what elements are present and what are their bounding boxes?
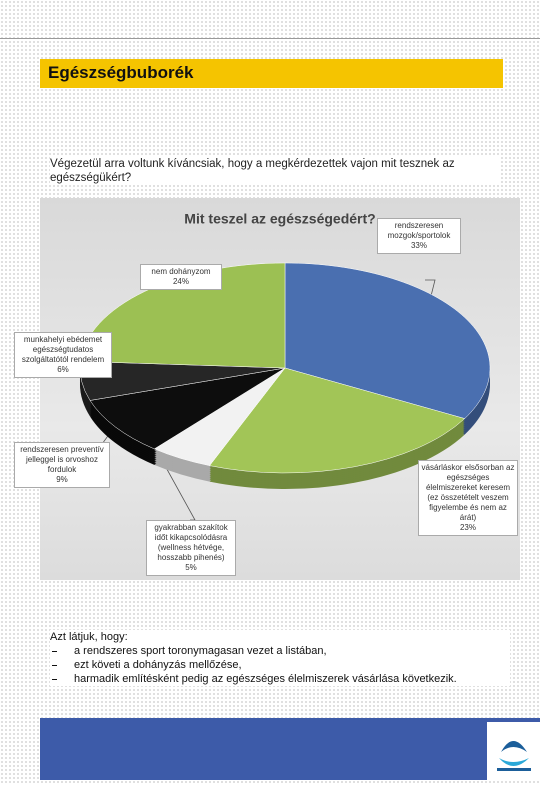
callout: vásárláskor elsősorban az egészséges éle… (418, 460, 518, 536)
logo-shape (501, 741, 527, 752)
page-title: Egészségbuborék (48, 63, 194, 82)
title-bar: Egészségbuborék (40, 59, 503, 88)
list: a rendszeres sport toronymagasan vezet a… (50, 644, 510, 686)
callout-label: rendszeresen preventív jelleggel is orvo… (20, 445, 104, 474)
logo (487, 722, 540, 780)
callout-value: 6% (57, 365, 69, 374)
logo-shape (499, 758, 529, 766)
lead: Azt látjuk, hogy: (50, 631, 128, 643)
logo-bar (497, 768, 531, 771)
top-rule (0, 38, 540, 39)
callout-label: nem dohányzom (151, 267, 211, 276)
callout: nem dohányzom 24% (140, 264, 222, 290)
pie-chart: Mit teszel az egészségedért? (79, 211, 491, 521)
intro-text: Végezetül arra voltunk kíváncsiak, hogy … (50, 157, 500, 185)
callout-label: rendszeresen mozgok/sportolok (387, 221, 451, 240)
slice (89, 367, 286, 450)
callout-value: 24% (172, 277, 189, 286)
callout: rendszeresen preventív jelleggel is orvo… (14, 442, 110, 488)
slice (284, 262, 491, 419)
callout-label: munkahelyi ebédemet egészségtudatos szol… (21, 335, 105, 364)
slice (209, 367, 466, 474)
chart-title: Mit teszel az egészségedért? (184, 211, 375, 227)
callout: rendszeresen mozgok/sportolok 33% (377, 218, 461, 254)
logo-mark (497, 741, 531, 771)
callout: gyakrabban szakítok időt kikapcsolódásra… (146, 520, 236, 576)
list-item: a rendszeres sport toronymagasan vezet a… (50, 644, 510, 658)
footer-band (40, 718, 540, 780)
chart: Mit teszel az egészségedért? rendszerese… (14, 198, 520, 580)
callout-value: 9% (56, 475, 68, 484)
body-text: Azt látjuk, hogy: a rendszeres sport tor… (50, 630, 510, 686)
callout-value: 5% (185, 563, 197, 572)
callout-label: gyakrabban szakítok időt kikapcsolódásra… (154, 523, 228, 562)
callout-value: 33% (410, 241, 427, 250)
list-item: ezt követi a dohányzás mellőzése, (50, 658, 510, 672)
callout-value: 23% (459, 523, 476, 532)
callout: munkahelyi ebédemet egészségtudatos szol… (14, 332, 112, 378)
callout-label: vásárláskor elsősorban az egészséges éle… (421, 463, 515, 522)
list-item: harmadik említésként pedig az egészséges… (50, 672, 510, 686)
